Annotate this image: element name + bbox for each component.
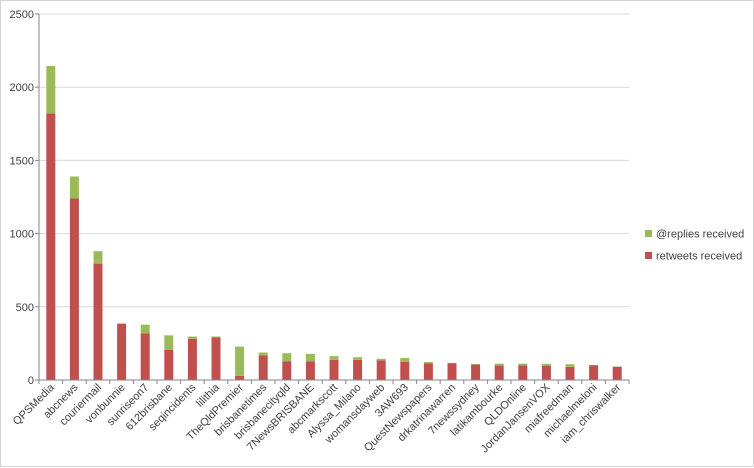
bar-retweets xyxy=(46,113,56,380)
gridlines xyxy=(39,13,629,308)
y-tick-label: 0 xyxy=(28,375,34,387)
x-tick-labels: QPSMediaabcnewscouriermailvonbunniesunri… xyxy=(11,381,624,455)
bar-replies xyxy=(282,353,292,362)
bar-retweets xyxy=(353,359,363,380)
bar-replies xyxy=(329,356,339,360)
bar-retweets xyxy=(541,365,551,380)
y-tick-label: 2500 xyxy=(10,9,34,21)
bar-retweets xyxy=(164,349,174,380)
bar-replies xyxy=(164,335,174,350)
legend-swatch xyxy=(645,252,652,259)
bar-replies xyxy=(612,366,622,367)
bar-replies xyxy=(565,364,575,367)
bar-retweets xyxy=(518,365,528,380)
bar-retweets xyxy=(494,365,504,380)
bar-replies xyxy=(69,176,79,199)
bar-retweets xyxy=(258,355,268,380)
bar-retweets xyxy=(565,366,575,380)
bar-replies xyxy=(258,352,268,356)
bar-replies xyxy=(235,346,245,376)
bar-replies xyxy=(447,362,457,364)
bar-retweets xyxy=(589,365,599,380)
bar-retweets xyxy=(282,361,292,380)
y-tick-label: 1500 xyxy=(10,155,34,167)
bar-replies xyxy=(187,336,197,339)
bar-replies xyxy=(46,65,56,114)
bar-retweets xyxy=(400,361,410,380)
bar-retweets xyxy=(447,363,457,380)
bar-replies xyxy=(423,361,433,364)
bar-retweets xyxy=(69,198,79,380)
bar-retweets xyxy=(612,366,622,380)
bars xyxy=(46,65,622,380)
bar-replies xyxy=(400,358,410,362)
bar-retweets xyxy=(376,360,386,380)
bar-replies xyxy=(376,358,386,361)
bar-retweets xyxy=(187,338,197,380)
bar-retweets xyxy=(211,337,221,380)
y-tick-label: 2000 xyxy=(10,82,34,94)
bar-replies xyxy=(93,251,103,264)
axes xyxy=(35,13,630,384)
bar-retweets xyxy=(329,359,339,380)
legend-swatch xyxy=(645,230,652,237)
bar-retweets xyxy=(423,363,433,380)
bar-replies xyxy=(211,336,221,338)
bar-retweets xyxy=(305,361,315,380)
bar-replies xyxy=(471,363,481,365)
bar-retweets xyxy=(471,364,481,380)
bar-replies xyxy=(494,363,504,366)
bar-retweets xyxy=(235,375,245,380)
y-tick-label: 1000 xyxy=(10,229,34,241)
bar-replies xyxy=(353,357,363,360)
bar-replies xyxy=(541,363,551,366)
bar-retweets xyxy=(140,333,150,380)
bar-retweets xyxy=(117,323,127,380)
y-tick-labels: 0 500 1000 1500 2000 2500 xyxy=(10,9,34,387)
legend-label: @replies received xyxy=(656,229,744,241)
bar-replies xyxy=(518,363,528,366)
legend-label: retweets received xyxy=(656,251,742,263)
bar-retweets xyxy=(93,263,103,380)
y-tick-label: 500 xyxy=(16,302,34,314)
bar-replies xyxy=(305,353,315,362)
bar-replies xyxy=(589,364,599,366)
bar-replies xyxy=(140,324,150,334)
legend: @replies received retweets received xyxy=(645,229,744,263)
